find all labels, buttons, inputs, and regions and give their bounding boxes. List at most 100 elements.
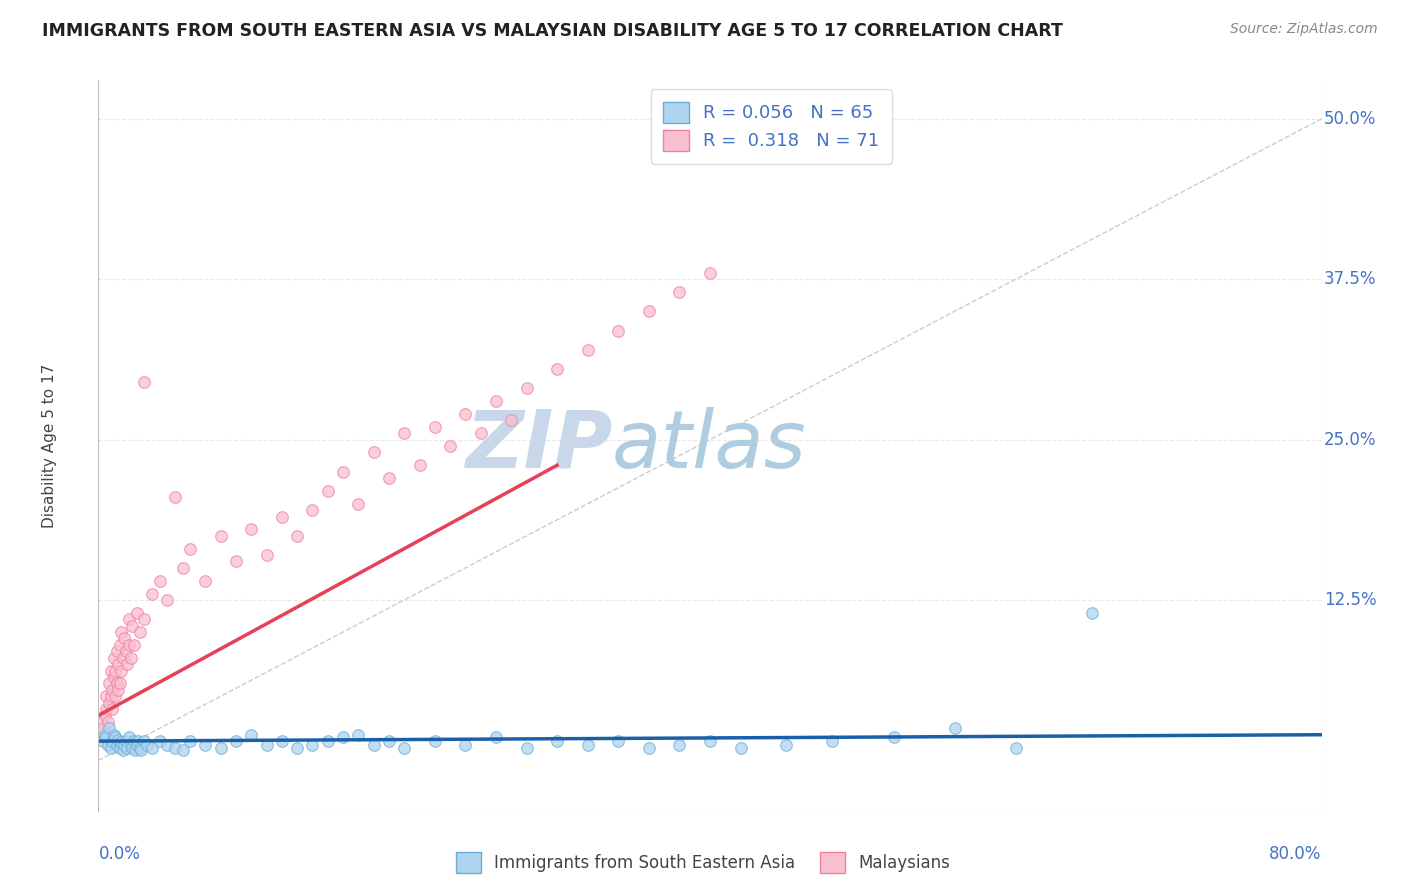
Point xyxy=(943,721,966,735)
Point xyxy=(194,574,217,588)
Point xyxy=(730,740,752,755)
Point xyxy=(105,644,128,658)
Point xyxy=(101,682,124,697)
Point xyxy=(240,728,263,742)
Point xyxy=(209,529,232,543)
Point xyxy=(454,407,477,421)
Point xyxy=(141,586,163,600)
Point xyxy=(121,618,143,632)
Point xyxy=(423,419,446,434)
Point xyxy=(699,734,721,748)
Point xyxy=(120,650,142,665)
Point xyxy=(105,738,128,752)
Text: Disability Age 5 to 17: Disability Age 5 to 17 xyxy=(42,364,58,528)
Point xyxy=(270,734,294,748)
Point xyxy=(516,381,538,395)
Point xyxy=(392,426,416,441)
Point xyxy=(821,734,844,748)
Point xyxy=(194,738,217,752)
Point xyxy=(117,740,139,755)
Point xyxy=(439,439,461,453)
Point xyxy=(105,676,128,690)
Point xyxy=(121,740,143,755)
Point xyxy=(101,702,124,716)
Point xyxy=(111,650,134,665)
Point xyxy=(225,554,247,568)
Point xyxy=(454,738,477,752)
Point xyxy=(91,734,114,748)
Point xyxy=(115,734,138,748)
Point xyxy=(775,738,797,752)
Point xyxy=(347,728,370,742)
Point xyxy=(125,606,148,620)
Point xyxy=(163,740,186,755)
Point xyxy=(108,638,131,652)
Point xyxy=(107,657,129,672)
Point xyxy=(122,734,145,748)
Point xyxy=(100,740,122,755)
Point xyxy=(363,738,385,752)
Point xyxy=(285,740,308,755)
Point xyxy=(149,734,172,748)
Point xyxy=(97,738,120,752)
Point xyxy=(163,491,186,505)
Point xyxy=(301,738,323,752)
Point xyxy=(392,740,416,755)
Text: ZIP: ZIP xyxy=(465,407,612,485)
Point xyxy=(110,664,132,678)
Point xyxy=(301,503,323,517)
Point xyxy=(699,266,721,280)
Point xyxy=(117,657,139,672)
Text: 50.0%: 50.0% xyxy=(1324,110,1376,128)
Text: 0.0%: 0.0% xyxy=(98,845,141,863)
Point xyxy=(98,696,121,710)
Point xyxy=(104,731,127,745)
Point xyxy=(107,682,129,697)
Point xyxy=(546,734,568,748)
Point xyxy=(172,743,194,757)
Point xyxy=(97,714,120,729)
Point xyxy=(225,734,247,748)
Point xyxy=(883,731,905,745)
Point xyxy=(256,738,278,752)
Point xyxy=(637,740,661,755)
Point xyxy=(149,574,172,588)
Point xyxy=(101,734,124,748)
Point xyxy=(209,740,232,755)
Point xyxy=(94,690,117,704)
Point xyxy=(120,738,142,752)
Point xyxy=(122,638,145,652)
Point xyxy=(668,285,690,299)
Point xyxy=(256,548,278,562)
Point xyxy=(136,738,159,752)
Point xyxy=(179,541,201,556)
Point xyxy=(1004,740,1026,755)
Point xyxy=(134,612,156,626)
Legend: R = 0.056   N = 65, R =  0.318   N = 71: R = 0.056 N = 65, R = 0.318 N = 71 xyxy=(651,89,891,163)
Point xyxy=(516,740,538,755)
Point xyxy=(104,664,127,678)
Point xyxy=(93,708,115,723)
Point xyxy=(607,324,630,338)
Point xyxy=(285,529,308,543)
Point xyxy=(110,735,132,749)
Point xyxy=(108,676,131,690)
Point xyxy=(118,612,141,626)
Point xyxy=(115,644,138,658)
Text: atlas: atlas xyxy=(612,407,807,485)
Point xyxy=(112,738,135,752)
Point xyxy=(108,740,131,755)
Point xyxy=(240,523,263,537)
Point xyxy=(576,343,599,357)
Point xyxy=(332,465,354,479)
Text: 12.5%: 12.5% xyxy=(1324,591,1376,609)
Point xyxy=(408,458,430,473)
Point xyxy=(546,362,568,376)
Point xyxy=(363,445,385,459)
Point xyxy=(156,593,179,607)
Point xyxy=(124,743,146,757)
Point xyxy=(316,734,339,748)
Point xyxy=(94,731,117,745)
Text: Source: ZipAtlas.com: Source: ZipAtlas.com xyxy=(1230,22,1378,37)
Point xyxy=(94,702,117,716)
